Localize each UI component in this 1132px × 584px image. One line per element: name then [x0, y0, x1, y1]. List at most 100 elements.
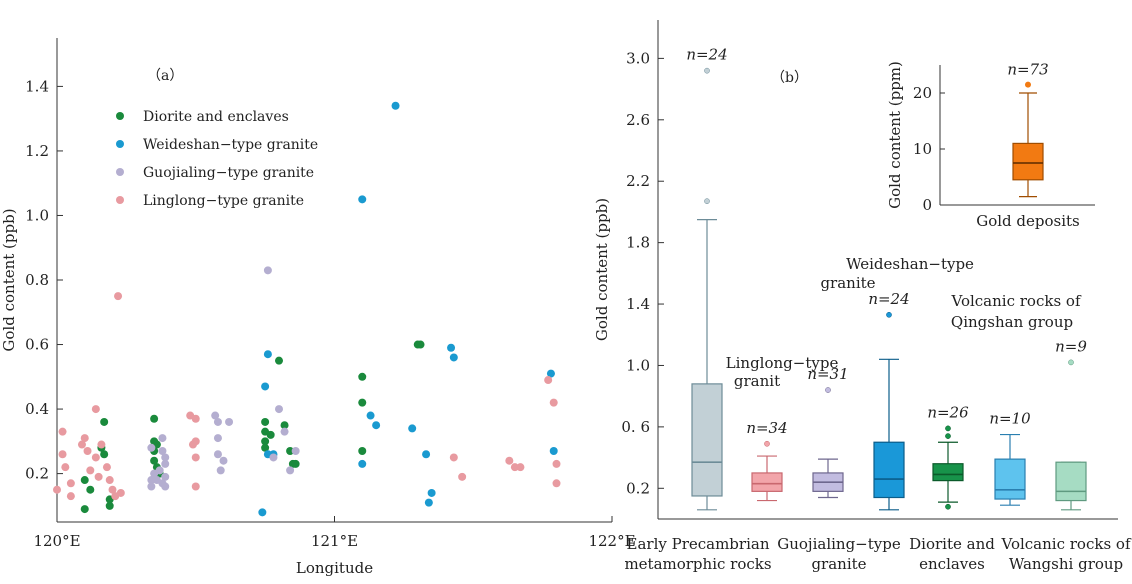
- y-tick-label: 2.6: [626, 111, 650, 129]
- x-category-label: enclaves: [919, 555, 985, 573]
- panel-label: （b）: [771, 70, 808, 86]
- scatter-point: [505, 456, 514, 465]
- scatter-point: [108, 485, 117, 494]
- scatter-point: [100, 450, 109, 459]
- scatter-point: [261, 417, 270, 426]
- scatter-point: [80, 505, 89, 514]
- scatter-point: [66, 479, 75, 488]
- scatter-point: [280, 427, 289, 436]
- box-n-label: n=24: [686, 46, 727, 64]
- scatter-point: [291, 459, 300, 468]
- scatter-point: [263, 350, 272, 359]
- box-n-label: n=34: [746, 419, 787, 437]
- scatter-point: [286, 466, 295, 475]
- box-outlier: [704, 67, 710, 74]
- box-body: [751, 472, 783, 492]
- box-annotation: granit: [734, 372, 780, 390]
- x-category-label: Wangshi group: [1009, 555, 1123, 573]
- scatter-point: [516, 463, 525, 472]
- scatter-point: [358, 459, 367, 468]
- inset-outlier: [1025, 81, 1031, 88]
- scatter-point: [458, 472, 467, 481]
- scatter-point: [86, 466, 95, 475]
- legend-marker: [116, 168, 124, 176]
- scatter-point: [552, 479, 561, 488]
- scatter-point: [80, 434, 89, 443]
- scatter-point: [158, 434, 167, 443]
- scatter-point: [408, 424, 417, 433]
- y-tick-label: 0.6: [25, 336, 49, 354]
- box-outlier: [764, 440, 770, 447]
- box-annotation: granite: [820, 274, 875, 292]
- box-outlier: [825, 387, 831, 393]
- scatter-point: [58, 427, 67, 436]
- panel-label: （a）: [147, 68, 183, 84]
- y-tick-label: 0.2: [25, 465, 49, 483]
- scatter-point: [213, 434, 222, 443]
- scatter-point: [291, 447, 300, 456]
- scatter-point: [105, 501, 114, 510]
- scatter-point: [61, 463, 70, 472]
- box-annotation: Qingshan group: [951, 313, 1073, 331]
- scatter-point: [544, 376, 553, 385]
- y-tick-label: 2.2: [626, 172, 650, 190]
- scatter-point: [161, 472, 170, 481]
- scatter-point: [58, 450, 67, 459]
- scatter-point: [449, 353, 458, 362]
- y-tick-label: 0.2: [626, 479, 650, 497]
- box-outlier: [704, 198, 710, 205]
- inset-y-tick-label: 20: [913, 84, 932, 102]
- scatter-point: [213, 417, 222, 426]
- scatter-point: [225, 417, 234, 426]
- inset-box-body: [1012, 142, 1044, 181]
- inset-y-tick-label: 0: [922, 196, 932, 214]
- scatter-point: [191, 414, 200, 423]
- scatter-point: [100, 417, 109, 426]
- x-axis-title: Longitude: [296, 559, 373, 577]
- box-body: [932, 463, 964, 482]
- legend-label: Guojialing−type granite: [143, 165, 314, 181]
- x-category-label: Guojialing−type: [777, 535, 901, 553]
- scatter-point: [275, 405, 283, 414]
- legend-label: Weideshan−type granite: [143, 137, 318, 153]
- scatter-point: [161, 459, 170, 468]
- scatter-point: [158, 447, 167, 456]
- scatter-point: [147, 443, 156, 452]
- scatter-point: [147, 476, 156, 485]
- scatter-point: [191, 482, 200, 491]
- box-n-label: n=24: [868, 290, 909, 308]
- x-category-label: granite: [811, 555, 866, 573]
- scatter-point: [114, 292, 123, 301]
- scatter-point: [286, 447, 295, 456]
- scatter-point: [266, 430, 275, 439]
- scatter-point: [53, 485, 61, 494]
- scatter-point: [510, 463, 519, 472]
- scatter-point: [358, 372, 367, 381]
- scatter-point: [258, 508, 267, 517]
- box-body: [691, 383, 723, 497]
- scatter-point: [161, 453, 170, 462]
- x-tick-label: 120°E: [33, 532, 80, 550]
- box-outlier: [945, 425, 951, 432]
- scatter-point: [358, 447, 367, 456]
- box-outlier: [945, 503, 951, 510]
- scatter-point: [261, 437, 270, 446]
- scatter-point: [150, 414, 159, 423]
- scatter-point: [77, 440, 86, 449]
- scatter-point: [416, 340, 425, 349]
- x-category-label: metamorphic rocks: [624, 555, 771, 573]
- scatter-point: [211, 411, 220, 420]
- box-outlier: [945, 433, 951, 439]
- box-n-label: n=31: [807, 365, 848, 383]
- scatter-point: [549, 398, 558, 407]
- scatter-point: [280, 421, 289, 430]
- legend-label: Diorite and enclaves: [143, 109, 289, 125]
- scatter-point: [391, 101, 400, 110]
- box-n-label: n=10: [989, 410, 1031, 428]
- scatter-point: [94, 472, 103, 481]
- y-tick-label: 1.2: [25, 142, 49, 160]
- y-tick-label: 1.4: [626, 295, 650, 313]
- x-category-label: Volcanic rocks of: [1001, 535, 1132, 553]
- scatter-point: [447, 343, 456, 352]
